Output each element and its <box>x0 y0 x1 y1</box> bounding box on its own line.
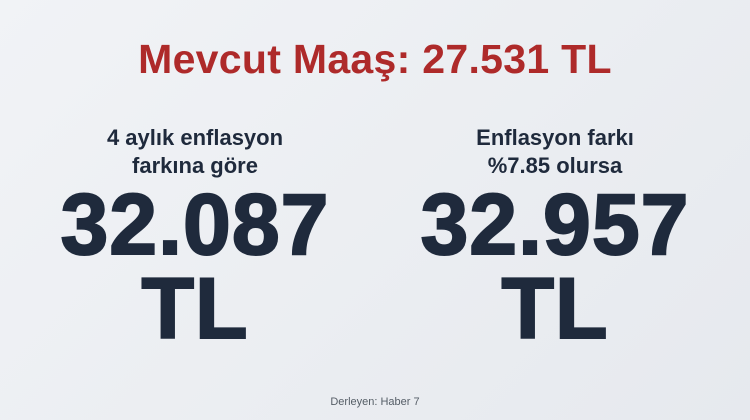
scenario-four-month-inflation: 4 aylık enflasyon farkına göre 32.087 TL <box>15 124 375 357</box>
current-salary-title: Mevcut Maaş: 27.531 TL <box>138 36 612 82</box>
scenario-currency: TL <box>140 261 249 357</box>
source-credit: Derleyen: Haber 7 <box>330 396 420 408</box>
scenario-amount: 32.957 <box>419 177 690 273</box>
scenario-inflation-difference: Enflasyon farkı %7.85 olursa 32.957 TL <box>375 124 735 357</box>
scenario-subtitle: farkına göre <box>132 153 258 178</box>
scenario-subtitle: %7.85 olursa <box>487 153 623 178</box>
scenario-currency: TL <box>500 261 609 357</box>
scenario-subtitle: 4 aylık enflasyon <box>106 125 284 150</box>
scenario-amount: 32.087 <box>59 177 330 273</box>
scenario-subtitle: Enflasyon farkı <box>476 125 634 150</box>
